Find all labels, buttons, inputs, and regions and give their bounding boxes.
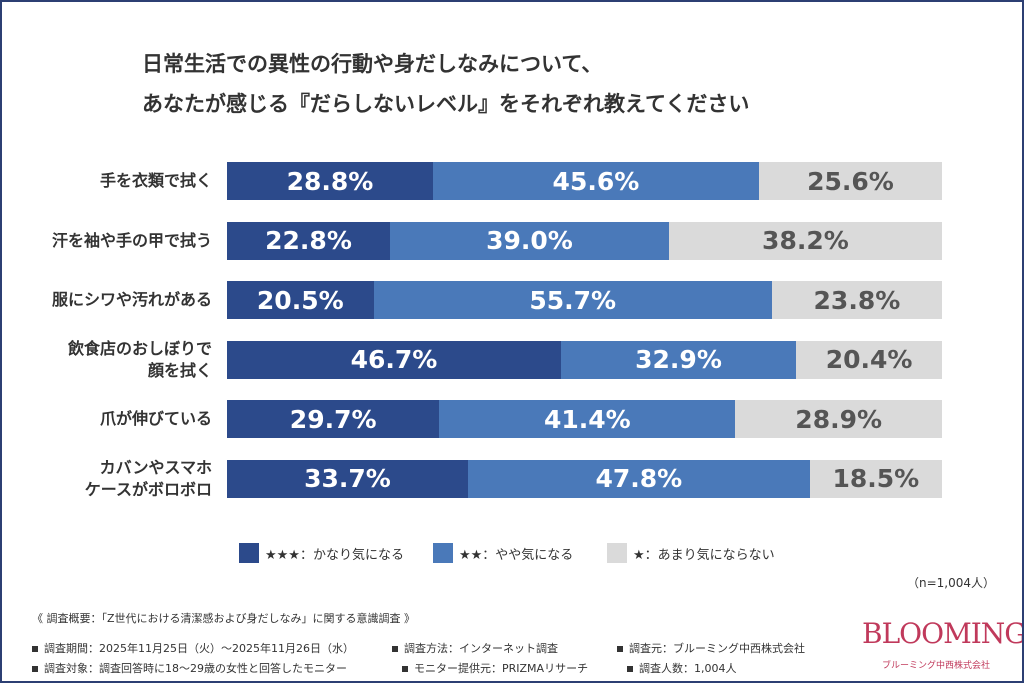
bar-segment: 29.7% xyxy=(227,400,440,438)
category-label: カバンやスマホ ケースがボロボロ xyxy=(84,457,212,499)
legend-item: ★：あまり気にならない xyxy=(607,543,775,563)
value-label: 41.4% xyxy=(543,404,631,434)
bar-segment: 47.8% xyxy=(467,459,810,498)
bar-segment: 20.4% xyxy=(796,340,942,379)
bar-segment: 46.7% xyxy=(227,340,561,379)
footer-item: 調査元：ブルーミング中西株式会社 xyxy=(617,640,805,656)
bar-segment: 33.7% xyxy=(227,459,468,498)
legend-label: ★★★：かなり気になる xyxy=(265,547,404,563)
legend-swatch xyxy=(433,543,453,563)
value-label: 39.0% xyxy=(486,226,573,255)
category-label: 手を衣類で拭く xyxy=(99,171,212,190)
value-label: 22.8% xyxy=(265,226,352,255)
value-label: 20.5% xyxy=(256,285,344,315)
footer-heading: 《 調査概要：「Z世代における清潔感および身だしなみ」に関する意識調査 》 xyxy=(32,612,416,625)
category-label: 汗を袖や手の甲で拭う xyxy=(51,230,212,250)
bar-segment: 32.9% xyxy=(560,340,797,379)
bar-segment: 22.8% xyxy=(227,221,391,260)
bar-segment: 23.8% xyxy=(771,281,942,319)
bar-segment: 41.4% xyxy=(439,400,736,438)
value-label: 38.2% xyxy=(762,226,849,255)
value-label: 46.7% xyxy=(350,345,438,374)
value-label: 28.8% xyxy=(286,166,374,196)
bar-segment: 39.0% xyxy=(390,221,669,260)
bar-segment: 28.9% xyxy=(735,400,942,438)
legend-item: ★★：やや気になる xyxy=(433,543,573,563)
bar-segment: 18.5% xyxy=(809,459,942,498)
bar-segment: 28.8% xyxy=(227,162,433,200)
legend-item: ★★★：かなり気になる xyxy=(239,543,404,563)
bar-segment: 20.5% xyxy=(227,281,374,319)
value-label: 45.6% xyxy=(552,166,640,196)
value-label: 33.7% xyxy=(304,464,391,493)
category-label: 服にシワや汚れがある xyxy=(51,290,212,309)
value-label: 32.9% xyxy=(635,345,722,374)
bar-segment: 45.6% xyxy=(432,162,759,200)
value-label: 55.7% xyxy=(529,285,617,315)
category-label: 爪が伸びている xyxy=(99,409,212,428)
category-label: 飲食店のおしぼりで 顔を拭く xyxy=(67,338,212,380)
value-label: 18.5% xyxy=(832,464,920,493)
bar-segment: 38.2% xyxy=(668,221,942,260)
chart-title: 日常生活での異性の行動や身だしなみについて、 あなたが感じる『だらしないレベル』… xyxy=(142,52,750,116)
legend-label: ★：あまり気にならない xyxy=(633,547,775,563)
footer-item: モニター提供元：PRIZMAリサーチ xyxy=(402,660,588,676)
value-label: 47.8% xyxy=(595,464,683,493)
note: （n=1,004人） xyxy=(907,576,996,590)
footer-item: 調査人数：1,004人 xyxy=(627,660,737,676)
footer-item: 調査対象：調査回答時に18～29歳の女性と回答したモニター xyxy=(32,660,347,676)
bar-segment: 25.6% xyxy=(758,162,942,200)
value-label: 28.9% xyxy=(795,404,883,434)
brand: BLOOMING xyxy=(862,617,1024,650)
value-label: 20.4% xyxy=(825,345,913,374)
bar-segment: 55.7% xyxy=(373,281,772,319)
footer-item: 調査方法：インターネット調査 xyxy=(392,640,558,656)
value-label: 29.7% xyxy=(289,404,377,434)
legend-label: ★★：やや気になる xyxy=(459,547,574,563)
legend-swatch xyxy=(607,543,627,563)
legend-swatch xyxy=(239,543,259,563)
value-label: 23.8% xyxy=(813,285,901,315)
brand-sub: ブルーミング中西株式会社 xyxy=(882,661,991,671)
footer-item: 調査期間：2025年11月25日（火）～2025年11月26日（水） xyxy=(32,640,354,656)
value-label: 25.6% xyxy=(807,166,894,196)
